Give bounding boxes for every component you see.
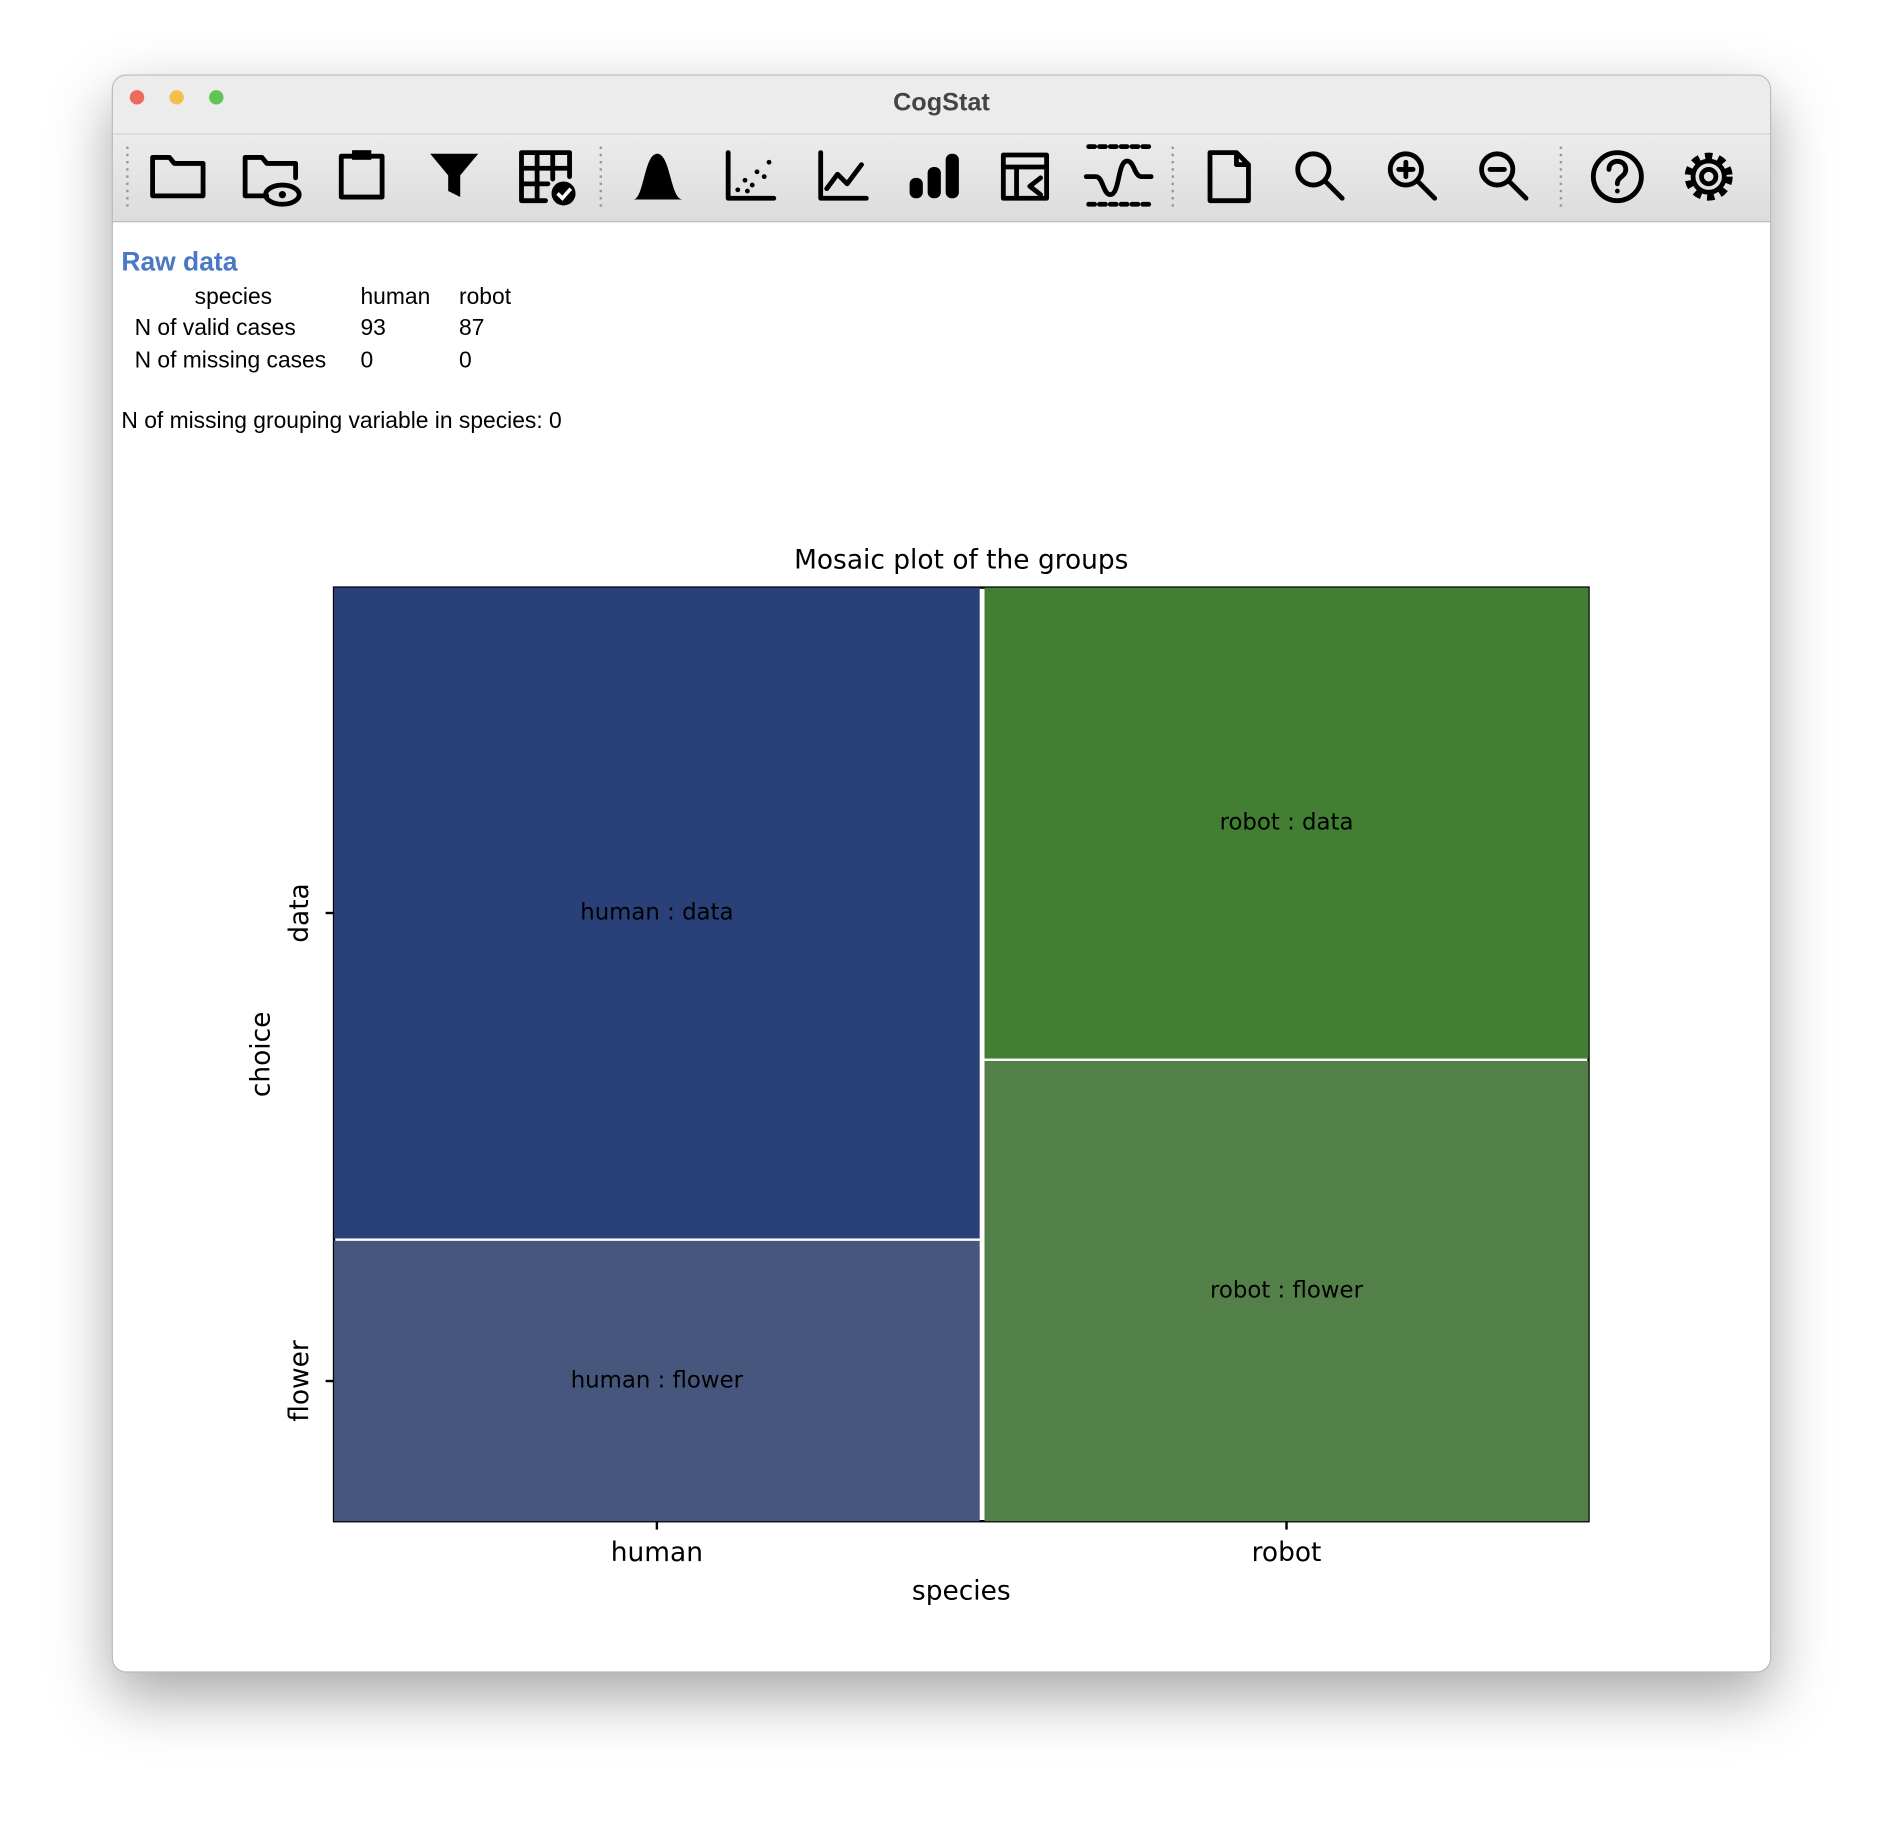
line-chart-icon[interactable] bbox=[818, 150, 869, 201]
cell-label: robot : data bbox=[1220, 810, 1354, 836]
view-icon[interactable] bbox=[242, 155, 302, 207]
filter-icon[interactable] bbox=[430, 153, 479, 198]
cell-label: human : data bbox=[580, 900, 733, 926]
paste-icon[interactable] bbox=[338, 150, 385, 200]
zoom-in-icon[interactable] bbox=[1387, 151, 1438, 201]
reliability-icon[interactable] bbox=[1083, 144, 1154, 207]
y-tick-label: flower bbox=[284, 1340, 315, 1422]
open-icon[interactable] bbox=[150, 155, 206, 199]
cell-label: human : flower bbox=[571, 1368, 744, 1394]
chart-title: Mosaic plot of the groups bbox=[794, 545, 1128, 576]
data-icon[interactable] bbox=[519, 150, 576, 206]
table-header: species bbox=[194, 284, 273, 311]
mosaic-cell bbox=[984, 1060, 1589, 1522]
table-cell: N of valid cases bbox=[134, 316, 296, 342]
x-tick-label: robot bbox=[1252, 1537, 1322, 1568]
zoom-out-icon[interactable] bbox=[1479, 151, 1529, 201]
table-cell: 0 bbox=[459, 348, 472, 374]
table-cell: 0 bbox=[360, 348, 374, 374]
y-tick-label: data bbox=[284, 883, 315, 943]
table-header: human bbox=[360, 284, 431, 311]
compare-icon[interactable] bbox=[1000, 152, 1049, 201]
settings-icon[interactable] bbox=[1684, 152, 1733, 201]
section-title: Raw data bbox=[121, 246, 238, 277]
mosaic-cell bbox=[984, 587, 1589, 1059]
new-icon[interactable] bbox=[1207, 150, 1251, 204]
mosaic-cell bbox=[334, 587, 980, 1239]
zoom-button[interactable] bbox=[209, 90, 224, 105]
toolbar-separators bbox=[126, 146, 1563, 207]
x-tick-label: human bbox=[611, 1537, 703, 1568]
y-axis-label: choice bbox=[245, 1012, 276, 1098]
toolbar-icons bbox=[126, 144, 1733, 207]
table-header: robot bbox=[459, 284, 512, 311]
bar-chart-icon[interactable] bbox=[909, 153, 959, 199]
x-axis-label: species bbox=[912, 1576, 1011, 1607]
help-icon[interactable] bbox=[1590, 150, 1644, 204]
toolbar bbox=[112, 133, 1770, 223]
table-cell: 93 bbox=[360, 316, 386, 342]
table-cell: 87 bbox=[459, 316, 485, 342]
table-cell: N of missing cases bbox=[134, 348, 327, 374]
note: N of missing grouping variable in specie… bbox=[121, 408, 562, 434]
minimize-button[interactable] bbox=[169, 90, 184, 105]
find-icon[interactable] bbox=[1295, 151, 1345, 201]
close-button[interactable] bbox=[129, 90, 145, 105]
title-bar: CogStat bbox=[112, 75, 1770, 134]
mosaic-cell bbox=[334, 1240, 980, 1522]
window-title: CogStat bbox=[893, 88, 990, 117]
cell-label: robot : flower bbox=[1210, 1278, 1364, 1304]
scatter-icon[interactable] bbox=[725, 150, 777, 201]
distribution-icon[interactable] bbox=[633, 153, 683, 200]
